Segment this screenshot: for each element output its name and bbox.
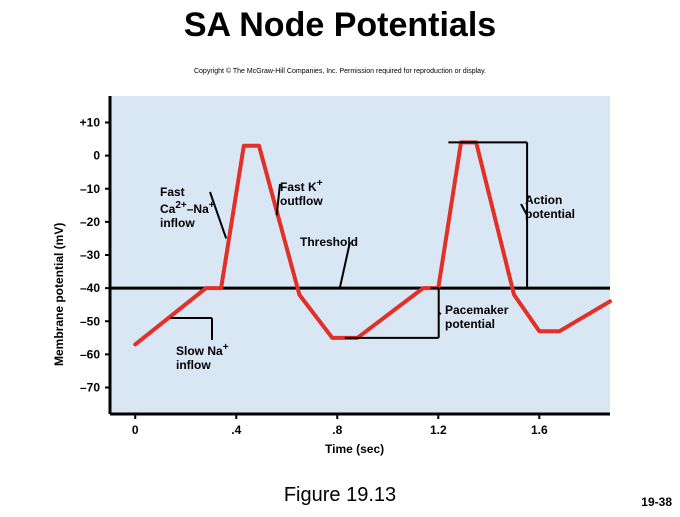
chart-sa-node-potentials: +100–10–20–30–40–50–60–700.4.81.21.6Memb… (110, 96, 610, 414)
svg-text:–40: –40 (80, 281, 100, 295)
annotation-pacemaker: Pacemakerpotential (445, 304, 508, 332)
x-axis-label: Time (sec) (325, 442, 384, 456)
svg-text:–50: –50 (80, 314, 100, 328)
svg-text:.8: .8 (332, 423, 342, 437)
svg-text:–70: –70 (80, 381, 100, 395)
annotation-threshold: Threshold (300, 236, 358, 250)
annotation-action-potential: Actionpotential (525, 194, 575, 222)
svg-text:0: 0 (93, 149, 100, 163)
annotation-slow-na: Slow Na+inflow (176, 342, 229, 373)
svg-text:1.2: 1.2 (430, 423, 447, 437)
y-axis-label: Membrane potential (mV) (52, 223, 66, 366)
svg-text:1.6: 1.6 (531, 423, 548, 437)
svg-text:+10: +10 (80, 116, 101, 130)
copyright-text: Copyright © The McGraw-Hill Companies, I… (0, 68, 680, 75)
page-title: SA Node Potentials (0, 6, 680, 45)
svg-text:.4: .4 (231, 423, 241, 437)
svg-text:–20: –20 (80, 215, 100, 229)
svg-text:–10: –10 (80, 182, 100, 196)
annotation-fast-ca-na: FastCa2+–Na+inflow (160, 186, 215, 230)
svg-text:–30: –30 (80, 248, 100, 262)
annotation-fast-k: Fast K+outflow (280, 178, 323, 209)
svg-text:–60: –60 (80, 347, 100, 361)
slide-number: 19-38 (641, 495, 672, 509)
svg-text:0: 0 (132, 423, 139, 437)
figure-caption: Figure 19.13 (0, 484, 680, 507)
